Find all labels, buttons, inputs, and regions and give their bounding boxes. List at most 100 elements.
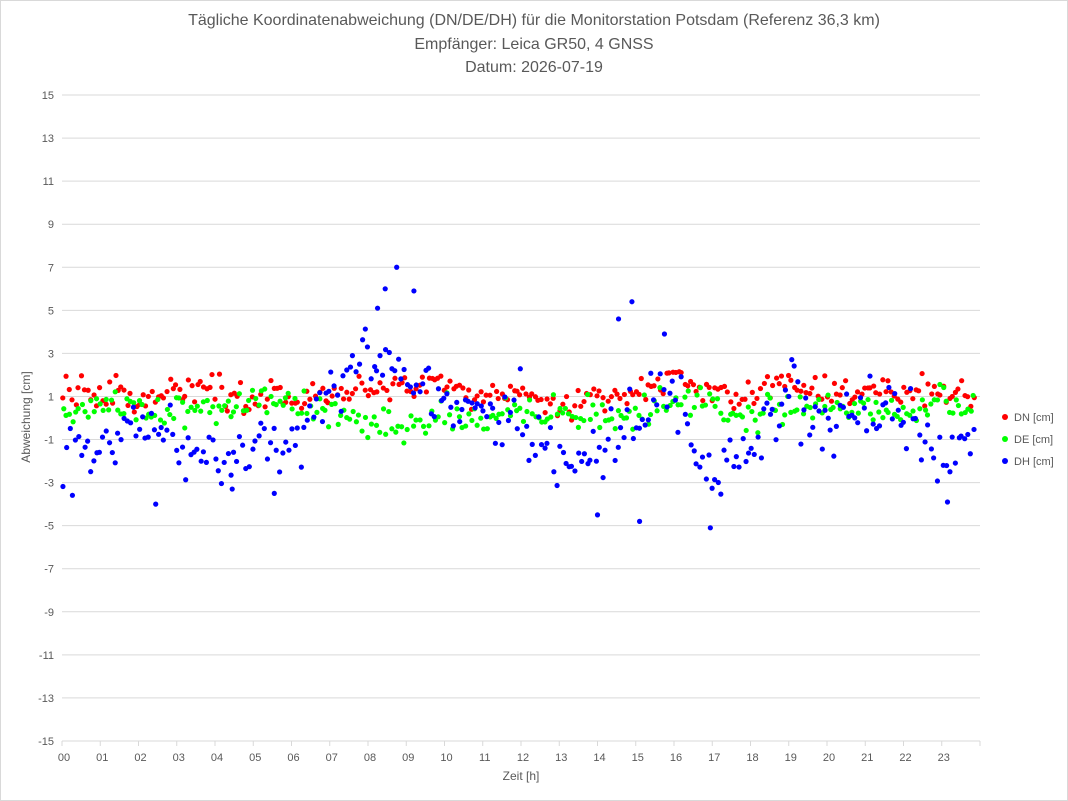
data-point — [474, 401, 480, 407]
data-point — [401, 440, 407, 446]
chart-subtitle-date: Datum: 2026-07-19 — [465, 59, 603, 76]
data-point — [627, 386, 633, 392]
data-point — [69, 492, 76, 498]
data-point — [346, 396, 352, 402]
data-point — [949, 393, 955, 400]
data-point — [386, 349, 392, 356]
data-point — [590, 428, 596, 434]
data-point — [233, 458, 240, 465]
data-point — [623, 415, 630, 421]
data-point — [707, 525, 713, 531]
data-point — [107, 379, 113, 385]
data-point — [700, 397, 706, 404]
data-point — [103, 428, 109, 434]
data-point — [149, 388, 155, 395]
data-point — [167, 411, 173, 418]
data-point — [474, 422, 480, 428]
data-point — [273, 447, 279, 453]
x-tick-label: 11 — [479, 752, 490, 764]
data-point — [749, 408, 755, 415]
data-point — [66, 386, 72, 393]
data-point — [115, 407, 121, 413]
data-point — [917, 406, 923, 412]
data-point — [368, 421, 375, 427]
data-point — [842, 378, 849, 384]
data-point — [97, 401, 103, 407]
series-dh — [60, 264, 977, 531]
data-point — [447, 378, 453, 384]
data-point — [953, 397, 959, 403]
data-point — [898, 399, 904, 405]
data-point — [812, 374, 818, 381]
data-point — [140, 392, 146, 398]
data-point — [877, 391, 883, 397]
data-point — [130, 404, 137, 410]
data-point — [371, 414, 377, 420]
data-point — [699, 454, 706, 460]
data-point — [67, 425, 73, 432]
data-point — [563, 460, 569, 467]
data-point — [219, 384, 225, 390]
data-point — [833, 423, 839, 429]
data-point — [840, 404, 847, 410]
data-point — [609, 416, 615, 422]
data-point — [328, 369, 334, 375]
data-point — [712, 403, 718, 409]
data-point — [807, 390, 813, 397]
data-point — [831, 453, 837, 459]
x-tick-label: 23 — [938, 752, 950, 764]
data-point — [758, 455, 765, 461]
x-tick-label: 17 — [708, 752, 720, 764]
data-point — [852, 394, 858, 400]
data-point — [654, 408, 660, 414]
data-point — [63, 373, 69, 379]
data-point — [721, 417, 727, 423]
x-tick-labels: 00 01 02 03 04 05 06 07 08 09 10 11 12 13 14 15 16 17 18 19… — [58, 752, 950, 764]
data-point — [160, 395, 167, 401]
data-point — [209, 371, 215, 378]
data-point — [317, 390, 323, 396]
data-point — [657, 371, 663, 377]
data-point — [947, 469, 953, 475]
data-point — [791, 363, 797, 369]
data-point — [536, 414, 542, 420]
data-point — [912, 415, 918, 422]
data-point — [517, 392, 523, 398]
data-point — [292, 442, 298, 449]
data-point — [870, 421, 876, 427]
data-point — [82, 409, 88, 415]
data-point — [523, 391, 529, 397]
data-point — [194, 446, 200, 452]
data-point — [919, 370, 925, 377]
data-point — [779, 401, 785, 407]
data-point — [754, 395, 760, 402]
x-tick-label: 13 — [555, 752, 567, 764]
data-point — [286, 447, 292, 453]
data-point — [258, 420, 264, 426]
data-point — [404, 426, 410, 433]
data-point — [931, 455, 937, 461]
data-point — [764, 374, 771, 380]
data-point — [76, 433, 82, 440]
data-point — [359, 380, 365, 386]
data-point — [100, 407, 106, 413]
data-point — [900, 419, 906, 425]
data-point — [244, 407, 250, 413]
data-point — [246, 464, 252, 470]
data-point — [830, 404, 836, 411]
data-point — [880, 377, 886, 383]
data-point — [121, 410, 127, 417]
data-point — [755, 430, 761, 436]
data-point — [937, 381, 943, 388]
data-point — [325, 400, 331, 406]
data-point — [916, 388, 922, 394]
data-point — [463, 423, 469, 429]
data-point — [474, 393, 480, 399]
data-point — [685, 388, 691, 394]
data-point — [417, 417, 423, 423]
data-point — [304, 417, 310, 423]
data-point — [203, 459, 209, 465]
data-point — [931, 383, 937, 390]
y-tick-labels: 15 13 11 9 7 5 3 1 -1 -3 -5 -7 -9 -11 -13 -15 — [38, 90, 54, 748]
data-point — [691, 448, 697, 454]
